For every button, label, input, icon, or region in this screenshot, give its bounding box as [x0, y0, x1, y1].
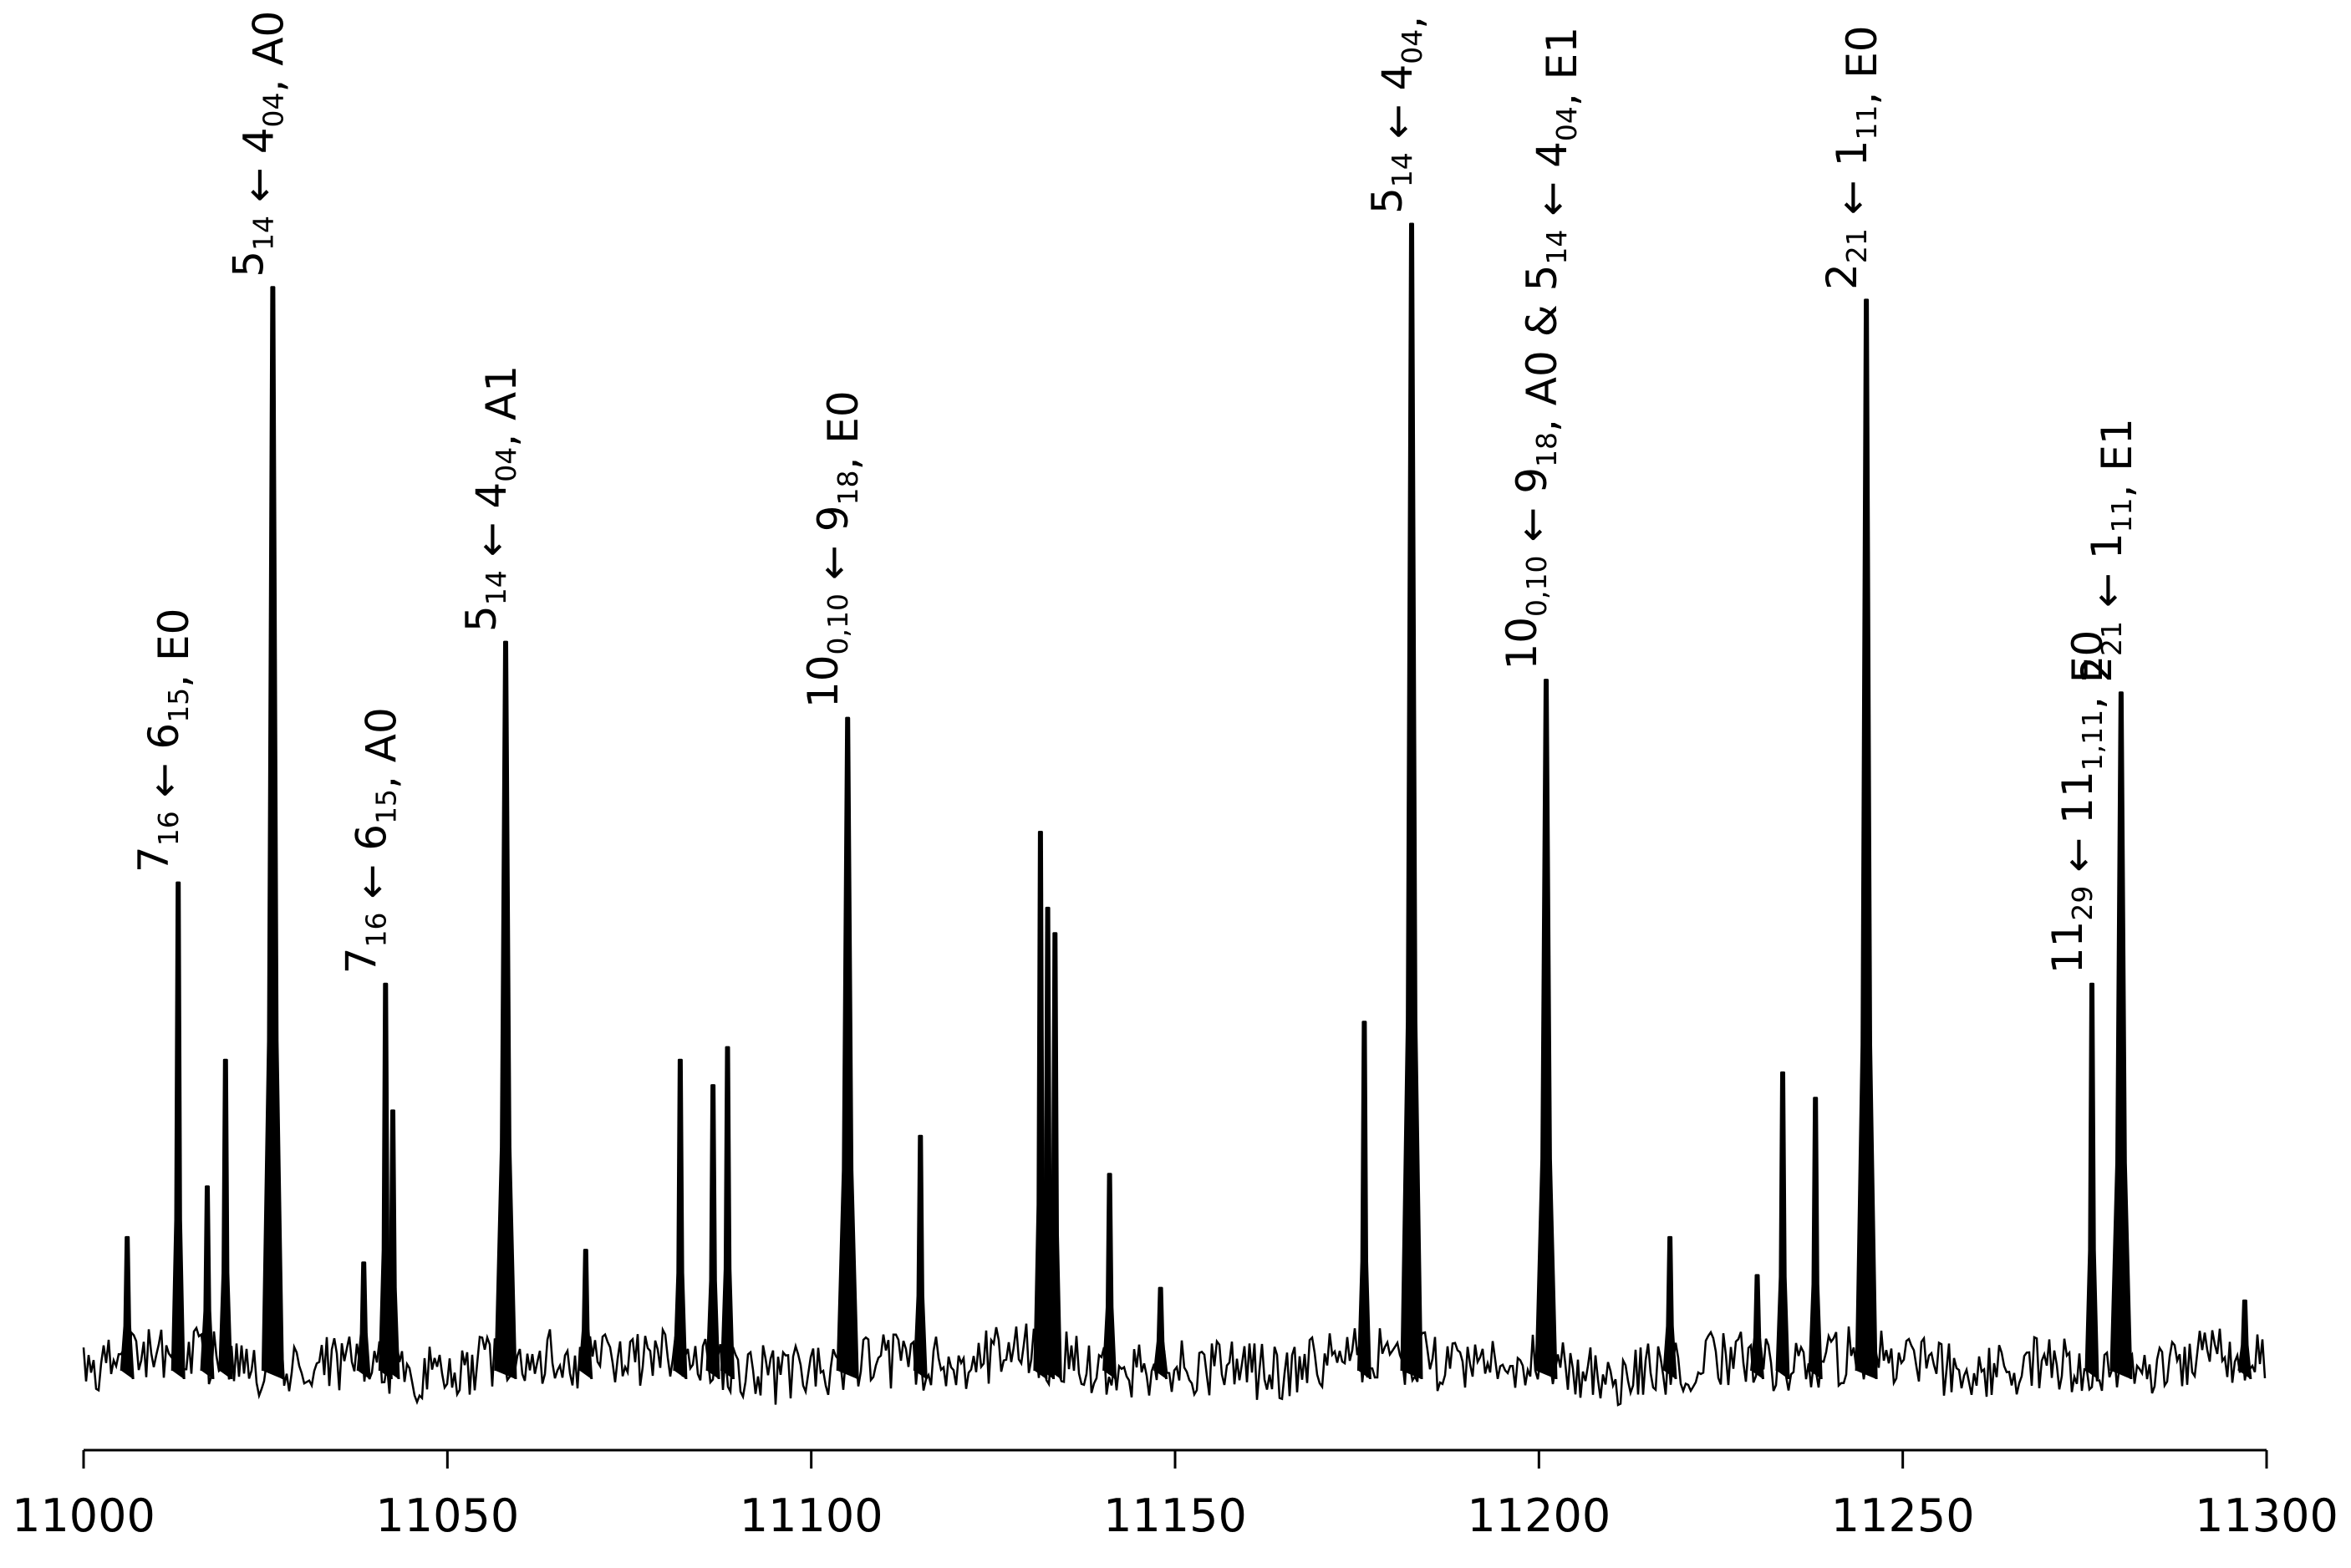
spectral-peak [378, 982, 393, 1380]
spectral-peak [1356, 1021, 1371, 1380]
spectral-peak [120, 1235, 135, 1380]
spectral-peak [2237, 1299, 2252, 1380]
spectral-peak [1855, 298, 1878, 1380]
spectral-peak [836, 716, 859, 1380]
peak-label: 1129 ← 111,11, E0 [2043, 630, 2112, 975]
x-tick-label: 11250 [1831, 1489, 1975, 1542]
spectral-peak [1047, 932, 1062, 1380]
x-axis-ticks: 11000 11050 11100 11150 11200 11250 11300 [12, 1450, 2338, 1542]
spectral-peak [1033, 831, 1048, 1380]
x-tick-label: 11000 [12, 1489, 155, 1542]
x-tick-label: 11200 [1467, 1489, 1611, 1542]
spectral-peak [1534, 679, 1558, 1380]
peak-label: 221 ← 111, E1 [2073, 418, 2141, 683]
spectral-peak [1102, 1173, 1117, 1380]
spectral-peak [705, 1084, 720, 1380]
spectral-peak [356, 1261, 371, 1380]
spectral-peak [1750, 1274, 1764, 1380]
spectral-peak [673, 1058, 688, 1380]
spectral-peak [913, 1134, 928, 1380]
spectral-peak [1662, 1235, 1677, 1380]
peak-label: 514 ← 404, A1 [457, 365, 526, 632]
spectral-peak [578, 1249, 593, 1380]
x-tick-label: 11050 [375, 1489, 519, 1542]
peak-label: 100,10 ← 918, A0 & 514 ← 404, E1 [1498, 27, 1586, 670]
spectral-peak [170, 881, 186, 1380]
peak-label: 514 ← 404, A0 [224, 11, 293, 277]
peak-labels: 716 ← 615, E0 514 ← 404, A0 716 ← 615, A0 5… [130, 0, 2141, 974]
peak-label: 716 ← 615, E0 [130, 608, 198, 873]
spectral-peak [1808, 1097, 1823, 1380]
peak-label: 514 ← 404, E0 [1363, 0, 1432, 214]
spectral-peak [200, 1185, 215, 1380]
x-tick-label: 11150 [1103, 1489, 1247, 1542]
spectral-peak [261, 286, 284, 1380]
x-tick-label: 11300 [2195, 1489, 2338, 1542]
spectral-peak [494, 640, 517, 1380]
spectral-peak [1153, 1286, 1168, 1380]
spectral-peak [1775, 1071, 1790, 1380]
spectral-peak [218, 1058, 233, 1380]
peak-label: 221 ← 111, E0 [1818, 25, 1886, 290]
spectral-peak [1400, 222, 1423, 1380]
spectral-peak [720, 1046, 735, 1380]
spectral-peak [385, 1109, 400, 1380]
spectral-peak [2109, 691, 2133, 1380]
baseline-noise [82, 1323, 2267, 1407]
peak-label: 716 ← 615, A0 [337, 707, 405, 974]
peak-label: 100,10 ← 918, E0 [799, 390, 868, 708]
x-tick-label: 11100 [740, 1489, 883, 1542]
spectral-peak [2084, 982, 2099, 1380]
spectrum-trace-layer [82, 222, 2267, 1407]
